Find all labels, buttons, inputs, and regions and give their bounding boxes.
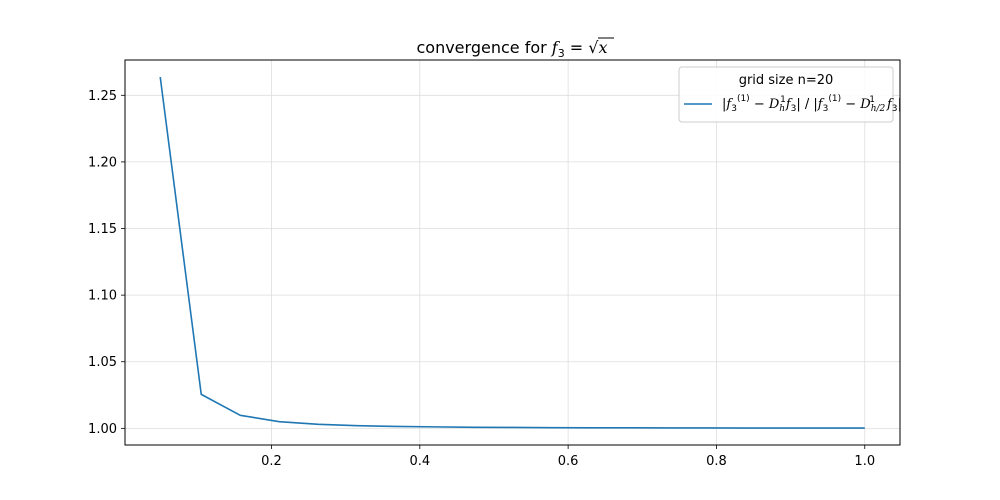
x-tick-label: 0.8 — [706, 454, 727, 469]
legend-series-label: |f3(1) − Dh1f3| / |f3(1) − Dh/21 f3| — [722, 94, 902, 114]
chart-title-prefix: convergence for — [416, 38, 551, 57]
chart-title-eq: = — [565, 38, 589, 57]
series-line — [159, 76, 865, 429]
series-point — [825, 428, 826, 429]
series-layer — [159, 76, 865, 429]
ticks-layer: 0.2 0.4 0.6 0.8 1.0 1.00 1.05 1.10 1.15 1.20 1.25 — [88, 89, 875, 469]
plot-area-frame — [124, 59, 901, 446]
chart-title: convergence for f3 = √x — [416, 38, 607, 60]
y-tick-label: 1.00 — [88, 422, 117, 437]
series-point — [747, 428, 748, 429]
series-point — [591, 427, 592, 428]
y-tick-label: 1.15 — [88, 222, 117, 237]
series-point — [160, 77, 161, 78]
series-point — [864, 428, 865, 429]
chart-title-sub: 3 — [558, 47, 565, 60]
chart-title-f: f — [551, 38, 561, 57]
series-point — [513, 427, 514, 428]
legend-title: grid size n=20 — [739, 73, 834, 88]
grid-layer — [125, 60, 900, 445]
series-point — [708, 427, 709, 428]
series-point — [396, 426, 397, 427]
series-point — [240, 415, 241, 416]
chart-title-sqrt-arg: x — [598, 38, 607, 57]
series-point — [786, 428, 787, 429]
x-tick-label: 0.4 — [409, 454, 430, 469]
series-point — [357, 425, 358, 426]
chart-title-sqrt: √ — [588, 38, 599, 57]
series-point — [669, 427, 670, 428]
y-tick-label: 1.25 — [88, 89, 117, 104]
series-point — [318, 424, 319, 425]
y-tick-label: 1.20 — [88, 155, 117, 170]
series-point — [279, 421, 280, 422]
series-point — [630, 427, 631, 428]
y-tick-label: 1.05 — [88, 355, 117, 370]
x-tick-label: 0.2 — [261, 454, 282, 469]
series-point — [435, 426, 436, 427]
legend: grid size n=20 |f3(1) − Dh1f3| / |f3(1) … — [678, 66, 902, 123]
series-point — [474, 427, 475, 428]
x-tick-label: 1.0 — [854, 454, 875, 469]
y-tick-label: 1.10 — [88, 289, 117, 304]
series-point — [201, 394, 202, 395]
x-tick-label: 0.6 — [558, 454, 579, 469]
legend-box — [678, 66, 894, 123]
series-point — [552, 427, 553, 428]
